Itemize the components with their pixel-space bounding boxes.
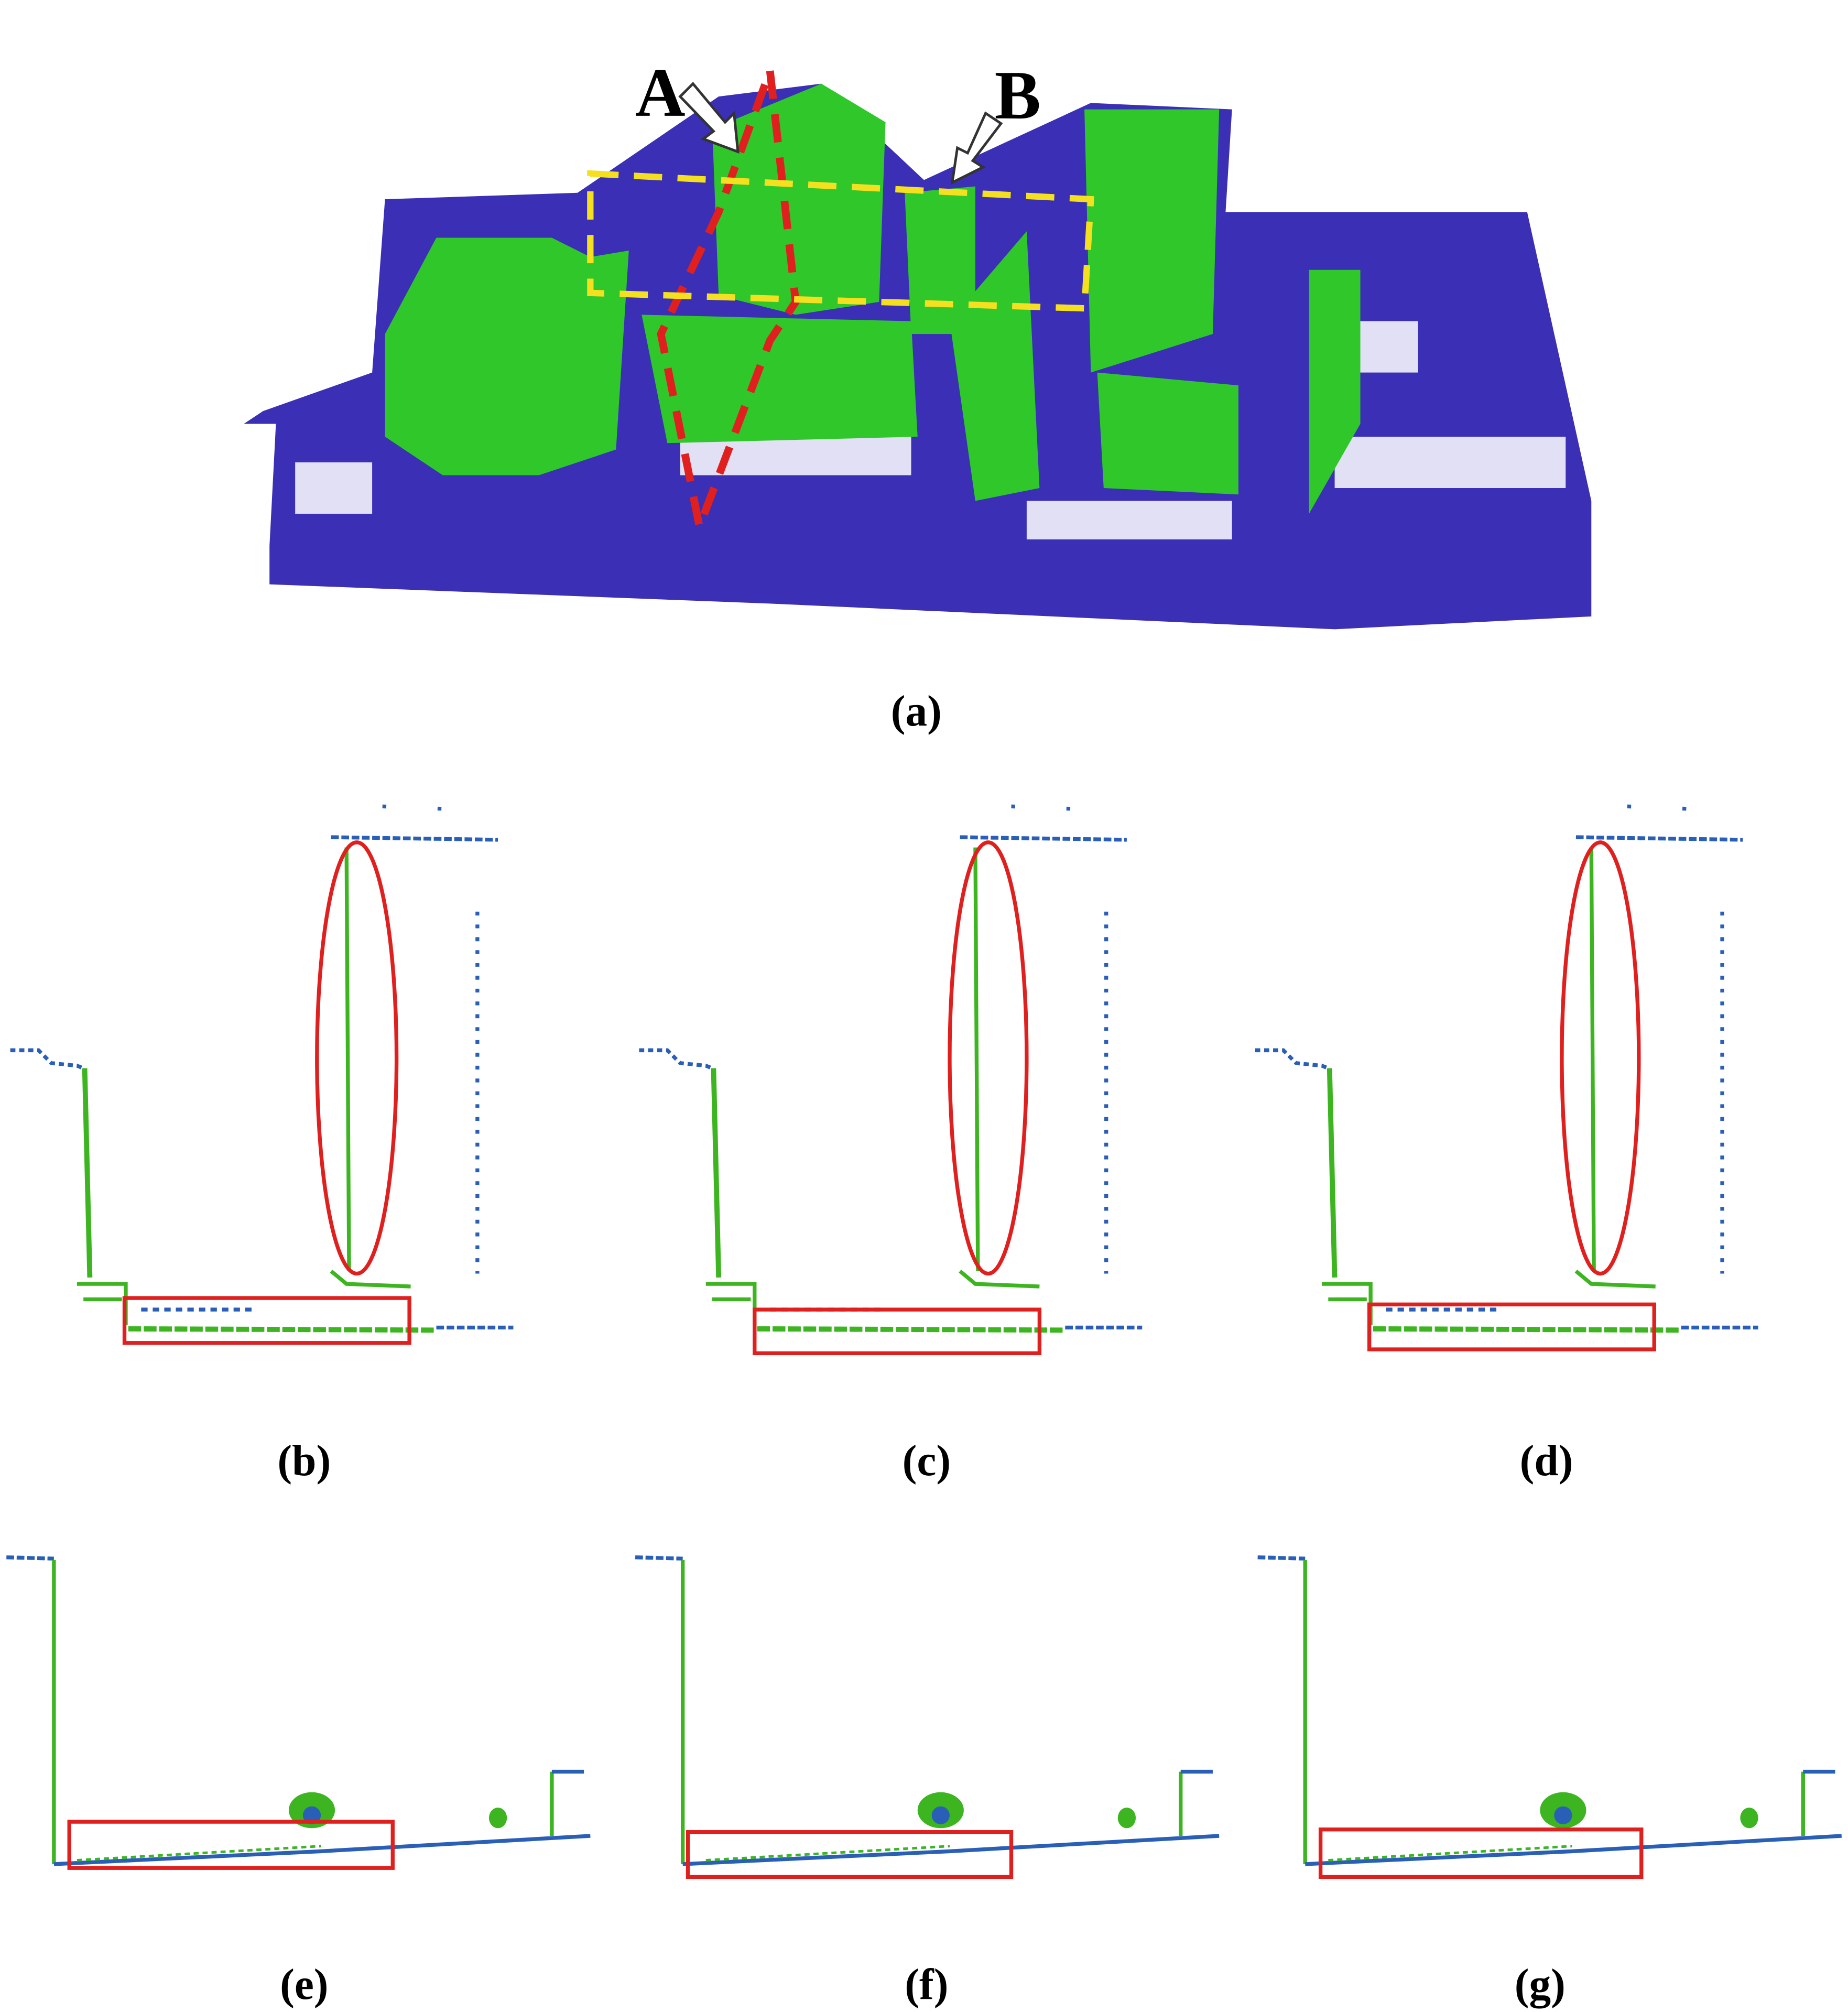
caption: (a) [891,687,942,735]
shape [1309,269,1361,514]
caption: (c) [903,1437,951,1485]
shape [1258,1557,1842,1864]
panel-a: A B (a) [244,54,1592,735]
highlight-box [1318,1827,1644,1879]
shape [1084,109,1220,373]
shape [905,186,975,334]
arrow-a [678,82,740,154]
highlight-box [686,1830,1014,1879]
highlight-box [122,1296,411,1345]
panel-e: (e) [6,1557,590,2009]
shape [1255,806,1758,1330]
highlight-box [753,1307,1042,1356]
shape [712,83,886,315]
yellow-section [587,170,1094,312]
highlight-ellipse [315,840,399,1276]
caption: (b) [277,1437,331,1485]
point-cloud-ground [244,83,1592,630]
shape [1334,437,1566,488]
shape [642,315,918,443]
shape [1026,501,1232,539]
highlight-box [1367,1302,1656,1351]
shape [6,1557,590,1864]
caption: (f) [905,1961,948,2009]
shape [10,806,514,1330]
shape [639,806,1142,1330]
arrow-b [950,111,1003,185]
caption: (d) [1520,1437,1573,1485]
caption: (g) [1515,1961,1566,2009]
panel-f: (f) [635,1557,1219,2009]
shape [635,1557,1219,1864]
highlight-ellipse [1560,840,1641,1276]
shape [385,237,629,475]
panel-b: (b) [10,806,514,1485]
panel-c: (c) [639,806,1142,1485]
shape [1097,372,1238,495]
label-b: B [995,57,1041,134]
shape [949,231,1040,501]
shape [295,462,373,514]
panel-d: (d) [1255,806,1758,1485]
highlight-box [67,1820,395,1870]
label-a: A [635,54,685,131]
highlight-ellipse [948,840,1029,1276]
buildings [385,83,1361,514]
panel-g: (g) [1258,1557,1842,2009]
caption: (e) [280,1961,328,2009]
